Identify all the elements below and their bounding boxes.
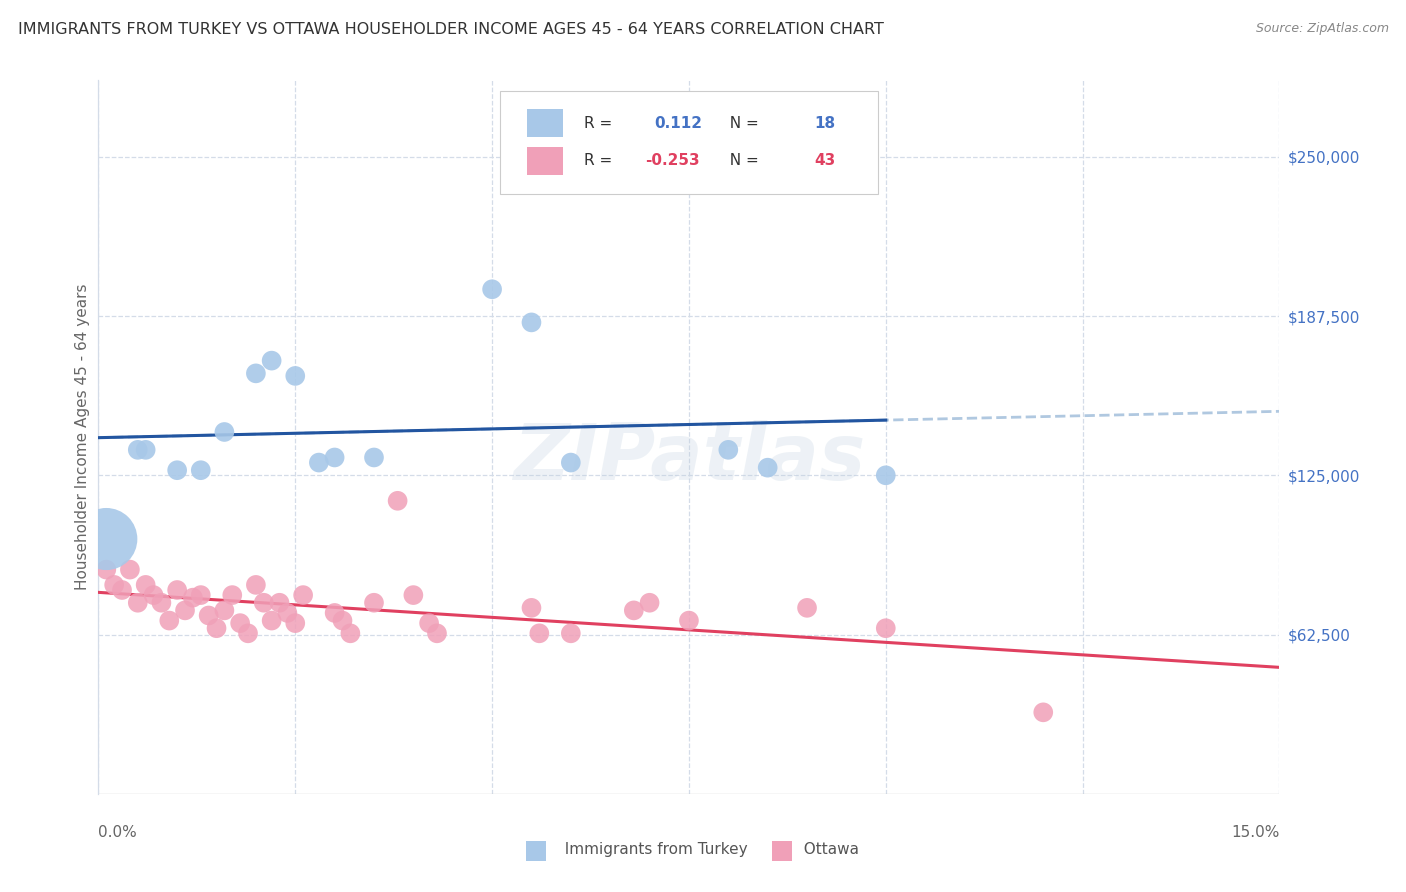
Text: IMMIGRANTS FROM TURKEY VS OTTAWA HOUSEHOLDER INCOME AGES 45 - 64 YEARS CORRELATI: IMMIGRANTS FROM TURKEY VS OTTAWA HOUSEHO… bbox=[18, 22, 884, 37]
Point bbox=[150, 596, 173, 610]
Point bbox=[221, 588, 243, 602]
Point bbox=[96, 563, 118, 577]
Point bbox=[1032, 706, 1054, 720]
FancyBboxPatch shape bbox=[527, 146, 562, 175]
Text: Source: ZipAtlas.com: Source: ZipAtlas.com bbox=[1256, 22, 1389, 36]
Point bbox=[560, 456, 582, 470]
FancyBboxPatch shape bbox=[501, 91, 877, 194]
Text: 43: 43 bbox=[814, 153, 835, 169]
Text: 0.0%: 0.0% bbox=[98, 825, 138, 840]
Point bbox=[875, 621, 897, 635]
Point bbox=[166, 463, 188, 477]
Point bbox=[339, 626, 361, 640]
Point bbox=[276, 606, 298, 620]
Point bbox=[214, 425, 236, 439]
Point bbox=[166, 582, 188, 597]
Text: 0.112: 0.112 bbox=[655, 116, 703, 130]
Point bbox=[157, 614, 180, 628]
Point bbox=[292, 588, 315, 602]
Point bbox=[520, 315, 543, 329]
Point bbox=[260, 353, 283, 368]
Point bbox=[269, 596, 291, 610]
Point bbox=[520, 600, 543, 615]
Point bbox=[481, 282, 503, 296]
Text: R =: R = bbox=[583, 153, 617, 169]
Point bbox=[323, 606, 346, 620]
Point bbox=[284, 368, 307, 383]
Point bbox=[253, 596, 276, 610]
Point bbox=[127, 596, 149, 610]
Point bbox=[717, 442, 740, 457]
Y-axis label: Householder Income Ages 45 - 64 years: Householder Income Ages 45 - 64 years bbox=[75, 284, 90, 591]
Text: 18: 18 bbox=[814, 116, 835, 130]
Point bbox=[190, 463, 212, 477]
Point bbox=[332, 614, 354, 628]
Point bbox=[245, 367, 267, 381]
Point bbox=[678, 614, 700, 628]
Point bbox=[638, 596, 661, 610]
Point bbox=[236, 626, 259, 640]
Point bbox=[418, 616, 440, 631]
Text: R =: R = bbox=[583, 116, 617, 130]
Text: ZIPatlas: ZIPatlas bbox=[513, 420, 865, 497]
Point bbox=[308, 456, 330, 470]
Point bbox=[118, 563, 141, 577]
Point bbox=[174, 603, 197, 617]
Point bbox=[560, 626, 582, 640]
Point bbox=[623, 603, 645, 617]
Point bbox=[387, 493, 409, 508]
Point bbox=[214, 603, 236, 617]
Point bbox=[127, 442, 149, 457]
Text: Immigrants from Turkey: Immigrants from Turkey bbox=[555, 842, 748, 856]
Point bbox=[103, 578, 125, 592]
Point bbox=[284, 616, 307, 631]
Point bbox=[205, 621, 228, 635]
Point bbox=[142, 588, 165, 602]
Text: Ottawa: Ottawa bbox=[794, 842, 859, 856]
Point bbox=[135, 442, 157, 457]
Point bbox=[181, 591, 204, 605]
Point bbox=[529, 626, 551, 640]
Point bbox=[229, 616, 252, 631]
Point bbox=[135, 578, 157, 592]
Point bbox=[111, 582, 134, 597]
Text: N =: N = bbox=[720, 116, 763, 130]
Point bbox=[363, 596, 385, 610]
Point bbox=[323, 450, 346, 465]
Text: -0.253: -0.253 bbox=[645, 153, 700, 169]
Point bbox=[875, 468, 897, 483]
Point bbox=[426, 626, 449, 640]
FancyBboxPatch shape bbox=[527, 109, 562, 137]
Text: N =: N = bbox=[720, 153, 763, 169]
Point bbox=[402, 588, 425, 602]
Point bbox=[197, 608, 219, 623]
Point bbox=[260, 614, 283, 628]
Point bbox=[245, 578, 267, 592]
Point bbox=[756, 460, 779, 475]
Point bbox=[190, 588, 212, 602]
Text: 15.0%: 15.0% bbox=[1232, 825, 1279, 840]
Point bbox=[796, 600, 818, 615]
Point bbox=[96, 532, 118, 546]
Point bbox=[363, 450, 385, 465]
